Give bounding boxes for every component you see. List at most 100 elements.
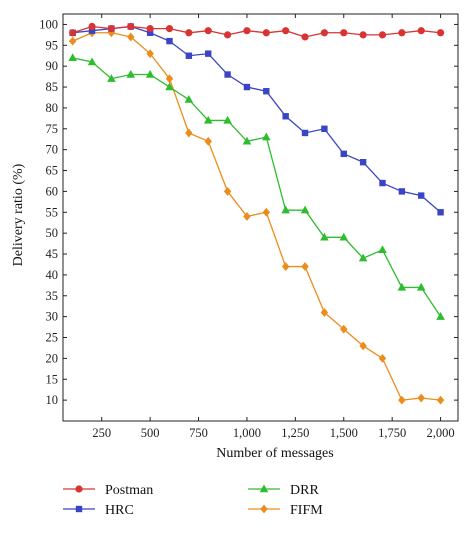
data-point-hrc	[340, 150, 347, 158]
data-point-fifm	[204, 136, 212, 146]
series-line-drr	[72, 57, 442, 318]
data-point-drr	[165, 82, 174, 91]
y-tick-label: 20	[46, 351, 59, 365]
series-postman	[69, 22, 445, 41]
y-tick-label: 70	[46, 143, 59, 157]
data-point-fifm	[243, 212, 251, 221]
y-tick-label: 75	[46, 122, 59, 136]
data-point-postman	[243, 27, 251, 35]
x-tick-label: 1,000	[233, 426, 261, 440]
y-tick-label: 100	[39, 17, 58, 31]
data-point-fifm	[146, 49, 154, 59]
data-point-postman	[127, 22, 135, 31]
data-point-hrc	[205, 50, 212, 57]
data-point-hrc	[301, 129, 309, 137]
data-point-fifm	[223, 186, 232, 196]
data-point-postman	[301, 33, 309, 41]
legend-label: DRR	[290, 483, 319, 498]
legend-item-fifm: FIFM	[248, 503, 323, 518]
data-point-hrc	[398, 188, 406, 195]
data-point-postman	[320, 29, 328, 37]
y-tick-label: 95	[46, 38, 59, 52]
data-point-drr	[300, 205, 310, 214]
data-point-hrc	[359, 158, 367, 166]
y-tick-label: 80	[46, 101, 59, 115]
x-tick-label: 750	[189, 426, 208, 440]
data-point-drr	[145, 69, 155, 78]
legend-marker	[260, 504, 268, 514]
legend-marker	[75, 505, 83, 513]
x-axis: 250 500 750 1,000 1,250 1,500 1,750 2,000	[92, 14, 455, 440]
data-point-fifm	[398, 395, 406, 405]
x-tick-label: 250	[92, 426, 111, 440]
data-point-drr	[68, 53, 77, 62]
legend: Postman HRC DRR FIFM	[63, 483, 323, 518]
y-tick-label: 90	[46, 59, 59, 73]
series-hrc	[69, 23, 444, 216]
data-point-drr	[397, 282, 407, 291]
data-point-fifm	[185, 128, 193, 138]
data-point-fifm	[359, 341, 367, 351]
series-drr	[68, 53, 445, 320]
y-tick-label: 85	[46, 80, 59, 94]
data-point-drr	[358, 253, 368, 262]
data-point-postman	[165, 25, 174, 33]
series-layer	[68, 22, 445, 405]
series-line-fifm	[72, 32, 441, 401]
x-tick-label: 1,250	[281, 426, 309, 440]
data-point-drr	[262, 132, 271, 141]
x-axis-label: Number of messages	[216, 446, 333, 461]
data-point-hrc	[282, 113, 289, 120]
data-point-drr	[339, 232, 349, 241]
y-tick-label: 45	[46, 247, 59, 261]
data-point-hrc	[263, 88, 270, 95]
data-point-drr	[184, 94, 194, 103]
data-point-postman	[282, 27, 290, 35]
data-point-postman	[359, 31, 367, 39]
data-point-fifm	[281, 262, 290, 271]
y-tick-label: 65	[46, 164, 59, 178]
legend-marker	[259, 484, 269, 493]
data-point-hrc	[166, 37, 173, 45]
data-point-fifm	[127, 32, 135, 42]
data-point-postman	[204, 27, 212, 35]
plot-frame	[62, 13, 459, 422]
data-point-drr	[126, 69, 136, 78]
legend-item-drr: DRR	[248, 483, 319, 498]
y-tick-label: 10	[46, 393, 59, 407]
legend-item-postman: Postman	[63, 483, 153, 498]
data-point-hrc	[321, 125, 328, 132]
series-fifm	[68, 28, 445, 405]
data-point-hrc	[437, 209, 444, 216]
data-point-postman	[88, 22, 96, 31]
data-point-fifm	[340, 324, 348, 334]
y-tick-label: 15	[46, 372, 59, 386]
data-point-postman	[417, 27, 425, 35]
x-tick-label: 1,750	[378, 426, 406, 440]
data-point-hrc	[379, 179, 386, 187]
y-axis: 10 15 20 25 30 35 40 45 50 55 60 65 70 75 80 85 90 95 100	[39, 17, 458, 407]
x-tick-label: 500	[141, 426, 160, 440]
data-point-hrc	[243, 83, 251, 91]
data-point-drr	[436, 312, 445, 320]
data-point-postman	[398, 29, 406, 37]
data-point-drr	[107, 74, 116, 82]
data-point-fifm	[301, 262, 309, 271]
data-point-postman	[262, 29, 270, 37]
data-point-drr	[87, 57, 97, 66]
x-tick-label: 2,000	[427, 426, 455, 440]
x-tick-label: 1,500	[330, 426, 358, 440]
data-point-drr	[203, 115, 213, 124]
data-point-postman	[223, 31, 232, 39]
data-point-drr	[416, 282, 426, 291]
y-axis-label: Delivery ratio (%)	[11, 163, 26, 266]
data-point-postman	[146, 25, 154, 33]
data-point-drr	[320, 232, 329, 241]
y-tick-label: 40	[46, 268, 59, 282]
data-point-fifm	[68, 36, 77, 46]
y-tick-label: 55	[46, 205, 59, 219]
data-point-drr	[242, 136, 252, 145]
legend-label: Postman	[105, 483, 153, 498]
y-tick-label: 35	[46, 289, 59, 303]
